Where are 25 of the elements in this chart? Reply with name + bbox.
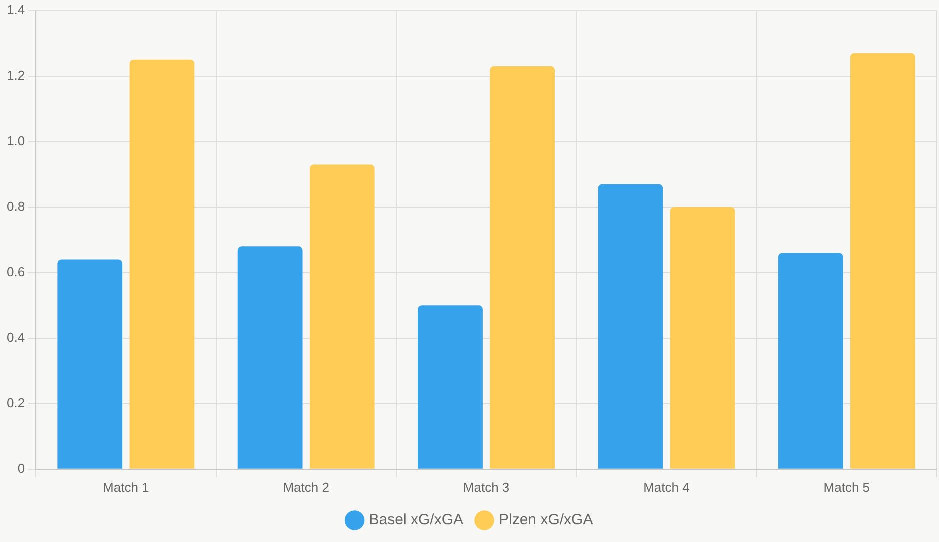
bar [598,184,664,469]
y-tick-label: 0.4 [6,330,26,345]
x-tick-label: Match 2 [283,480,330,495]
y-tick-label: 1.2 [6,68,26,83]
bar [238,246,303,469]
bar [58,260,123,469]
bar [850,53,916,469]
x-tick-label: Match 1 [103,480,150,495]
bar [490,66,556,469]
legend-label: Basel xG/xGA [369,512,464,529]
y-tick-label: 0.2 [6,395,26,410]
y-tick-label: 0.8 [6,198,26,214]
bar [778,253,844,469]
bar [310,164,375,469]
y-tick-label: 0 [18,460,26,476]
legend-label: Plzen xG/xGA [499,512,594,529]
x-tick-label: Match 3 [463,480,510,495]
bar [130,60,195,469]
x-tick-label: Match 4 [644,480,690,495]
x-tick-label: Match 5 [824,480,870,495]
bar [670,207,736,469]
bar [418,306,483,469]
y-tick-label: 1.4 [6,2,26,18]
y-tick-label: 1.0 [6,133,26,148]
y-tick-label: 0.6 [6,264,26,280]
